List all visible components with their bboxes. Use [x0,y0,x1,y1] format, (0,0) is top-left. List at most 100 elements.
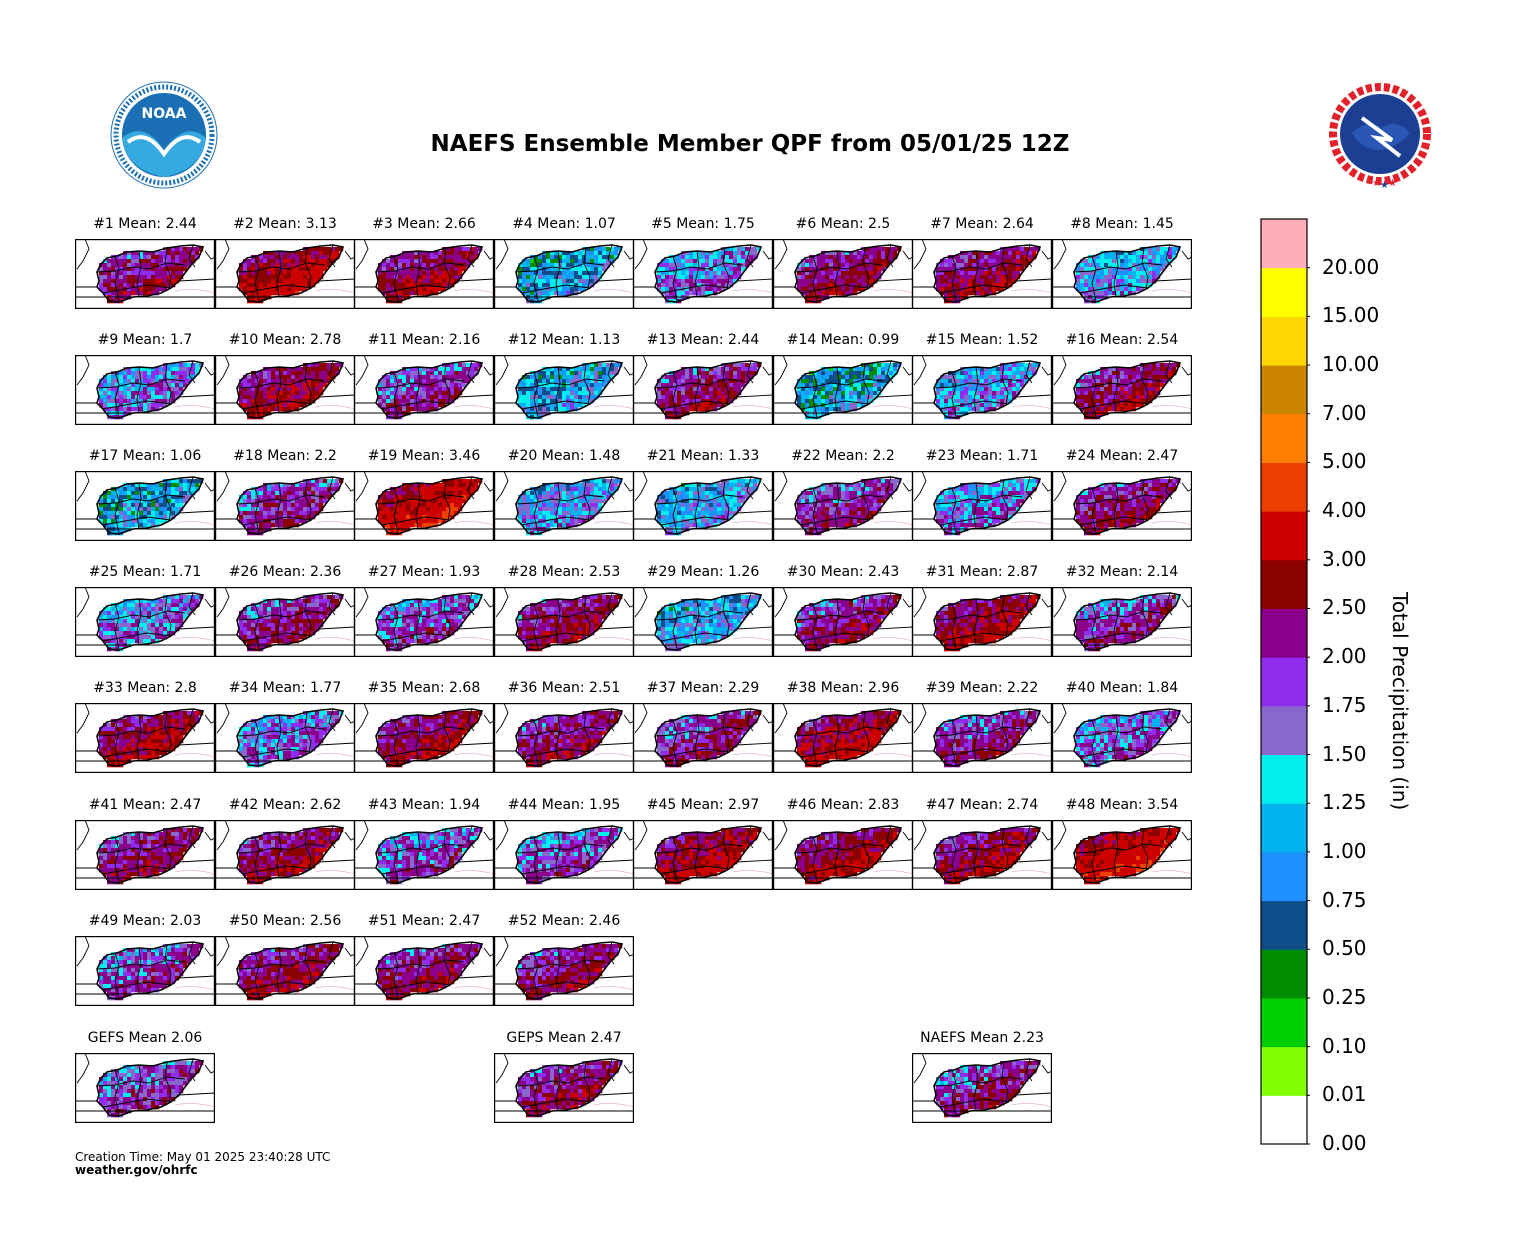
colorbar-tick-label: 0.00 [1322,1131,1367,1155]
basin-outline [375,592,484,651]
basin-outline [515,708,624,767]
basin-outline [794,476,903,535]
colorbar-swatch [1261,365,1307,415]
panel-title: #38 Mean: 2.96 [786,680,900,696]
panel-title: #4 Mean: 1.07 [512,216,616,232]
basin-outline [96,941,205,1000]
basin-outline [375,941,484,1000]
colorbar-label: Total Precipitation (in) [1388,592,1412,811]
creation-time: Creation Time: May 01 2025 23:40:28 UTC [75,1150,331,1164]
basin-outline [1073,708,1182,767]
colorbar-tick-label: 20.00 [1322,254,1380,279]
basin-outline [515,476,624,535]
member-panel: #6 Mean: 2.5 [773,216,913,309]
panel-title: #28 Mean: 2.53 [507,564,621,580]
colorbar-swatch [1261,413,1307,463]
panel-title: GEFS Mean 2.06 [87,1030,203,1046]
member-panel: #31 Mean: 2.87 [912,564,1052,657]
basin-outline [654,360,763,419]
member-panel: #12 Mean: 1.13 [494,332,634,425]
panel-title: #6 Mean: 2.5 [795,216,891,232]
basin-outline [654,708,763,767]
basin-outline [96,825,205,884]
panel-title: #50 Mean: 2.56 [228,913,342,929]
footer-url: weather.gov/ohrfc [75,1163,198,1177]
member-panel: #28 Mean: 2.53 [494,564,634,657]
basin-outline [933,592,1042,651]
colorbar-swatch [1261,754,1307,804]
panel-title: #49 Mean: 2.03 [88,913,202,929]
basin-outline [933,1058,1042,1117]
svg-text:★: ★ [1388,178,1397,189]
panel-title: #36 Mean: 2.51 [507,680,621,696]
member-panel: #24 Mean: 2.47 [1052,448,1192,541]
member-panel: #37 Mean: 2.29 [633,680,773,773]
panel-title: #12 Mean: 1.13 [507,332,621,348]
colorbar-tick-label: 1.75 [1322,692,1367,717]
basin-outline [794,360,903,419]
colorbar-swatch [1261,1046,1307,1096]
member-panel: #7 Mean: 2.64 [912,216,1052,309]
member-panel: #36 Mean: 2.51 [494,680,634,773]
member-panel: #11 Mean: 2.16 [354,332,494,425]
panel-title: #31 Mean: 2.87 [925,564,1039,580]
basin-outline [375,360,484,419]
panel-title: #29 Mean: 1.26 [646,564,760,580]
panel-title: #37 Mean: 2.29 [646,680,760,696]
basin-outline [933,825,1042,884]
basin-outline [236,708,345,767]
basin-outline [794,825,903,884]
panel-title: #15 Mean: 1.52 [925,332,1039,348]
panel-title: #35 Mean: 2.68 [367,680,481,696]
panel-title: #32 Mean: 2.14 [1065,564,1179,580]
panel-title: #1 Mean: 2.44 [93,216,197,232]
basin-outline [515,825,624,884]
basin-outline [375,244,484,303]
basin-outline [933,476,1042,535]
panel-title: #17 Mean: 1.06 [88,448,202,464]
member-panel: #41 Mean: 2.47 [75,797,215,890]
panel-title: #30 Mean: 2.43 [786,564,900,580]
page-title: NAEFS Ensemble Member QPF from 05/01/25 … [430,131,1070,157]
panel-title: #39 Mean: 2.22 [925,680,1039,696]
panel-title: #43 Mean: 1.94 [367,797,481,813]
basin-outline [1073,244,1182,303]
colorbar-swatch [1261,705,1307,756]
colorbar-tick-label: 0.25 [1322,984,1367,1009]
basin-outline [236,592,345,651]
panel-title: #18 Mean: 2.2 [233,448,337,464]
colorbar-swatch [1261,462,1307,512]
colorbar-tick-label: 0.75 [1322,887,1367,912]
panel-title: #8 Mean: 1.45 [1070,216,1174,232]
member-panel: #8 Mean: 1.45 [1052,216,1192,309]
panel-title: #25 Mean: 1.71 [88,564,202,580]
ensemble-mean-panel: GEFS Mean 2.06 [75,1030,215,1123]
basin-outline [1073,825,1182,884]
panel-title: #2 Mean: 3.13 [233,216,337,232]
member-panel: #20 Mean: 1.48 [494,448,634,541]
panel-title: #45 Mean: 2.97 [646,797,760,813]
basin-outline [96,360,205,419]
colorbar-tick-label: 5.00 [1322,449,1367,474]
basin-outline [236,825,345,884]
colorbar-tick-label: 1.50 [1322,741,1367,766]
basin-outline [96,244,205,303]
panel-title: #5 Mean: 1.75 [651,216,755,232]
member-panel: #46 Mean: 2.83 [773,797,913,890]
member-panel: #25 Mean: 1.71 [75,564,215,657]
colorbar-swatch [1261,267,1307,317]
colorbar-tick-label: 2.50 [1322,595,1367,620]
ensemble-mean-panel: GEPS Mean 2.47 [494,1030,634,1123]
member-panel: #40 Mean: 1.84 [1052,680,1192,773]
panel-title: #19 Mean: 3.46 [367,448,481,464]
colorbar-swatch [1261,851,1307,902]
basin-outline [1073,360,1182,419]
panel-title: #26 Mean: 2.36 [228,564,342,580]
panel-title: #33 Mean: 2.8 [93,680,197,696]
basin-outline [96,592,205,651]
colorbar-tick-label: 15.00 [1322,303,1380,328]
panel-title: #16 Mean: 2.54 [1065,332,1179,348]
colorbar-swatch [1261,997,1307,1048]
basin-outline [236,244,345,303]
member-panel: #47 Mean: 2.74 [912,797,1052,890]
